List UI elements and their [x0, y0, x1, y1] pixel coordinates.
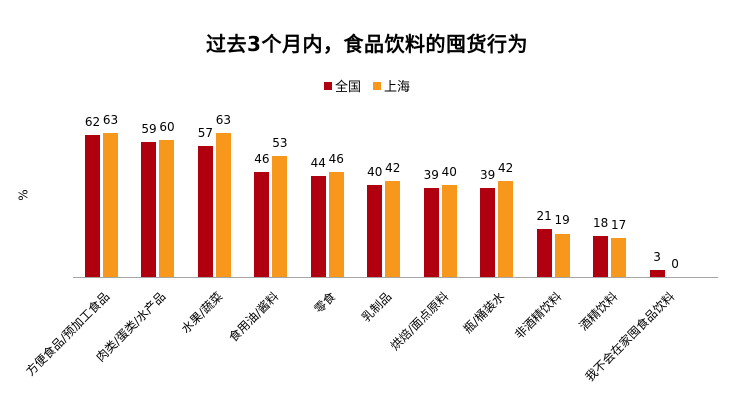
data-label: 42: [385, 160, 401, 175]
legend-item-national: 全国: [323, 76, 361, 95]
bar-shanghai: [103, 132, 118, 277]
x-tick-label: 酒精饮料: [576, 289, 621, 334]
data-label: 39: [480, 167, 496, 182]
bar-national: [536, 228, 552, 277]
data-label: 21: [536, 208, 552, 223]
chart-title: 过去3个月内，食品饮料的囤货行为: [206, 32, 528, 56]
x-axis-categories: 方便食品/预加工食品 肉类/蛋类/水产品 水果/蔬菜 食用油/酱料 零食 乳制品 烘焙/面点…: [23, 288, 718, 408]
x-tick-label: 乳制品: [359, 289, 395, 325]
data-label: 39: [423, 167, 439, 182]
data-label: 18: [592, 215, 609, 230]
bar-shanghai: [215, 132, 231, 277]
legend-label-national: 全国: [334, 80, 361, 95]
data-label: 63: [102, 112, 119, 127]
x-tick-label: 零食: [311, 289, 339, 317]
bar-national: [367, 185, 383, 277]
x-tick-label: 非酒精饮料: [511, 289, 564, 342]
data-label: 63: [215, 112, 232, 127]
bar-national: [85, 135, 100, 277]
y-axis-label: %: [16, 189, 31, 201]
x-tick-label: 水果/蔬菜: [178, 289, 226, 337]
data-label: 0: [671, 257, 679, 271]
data-label: 60: [159, 119, 175, 134]
x-axis-line: [73, 277, 718, 278]
legend-item-shanghai: 上海: [373, 76, 410, 95]
data-label: 44: [310, 156, 326, 171]
bar-national: [649, 270, 665, 277]
legend-swatch-national: [323, 81, 332, 90]
bar-national: [593, 235, 609, 277]
bar-national: [423, 187, 439, 277]
plot-area: 62 63 59 60 57 63 46 53 44 46 40 42 39 40 39 42 21 19 18 17…: [73, 100, 718, 277]
bar-national: [310, 176, 326, 277]
data-label: 62: [84, 115, 101, 130]
data-label: 46: [254, 151, 270, 166]
x-tick-label: 方便食品/预加工食品: [23, 289, 113, 379]
data-label: 42: [498, 160, 514, 175]
data-label: 17: [610, 218, 627, 233]
x-tick-label: 食用油/酱料: [226, 289, 282, 345]
bar-shanghai: [441, 185, 457, 277]
x-tick-label: 瓶/桶装水: [460, 289, 508, 337]
bar-national: [480, 187, 496, 277]
data-label: 46: [328, 151, 344, 166]
legend-swatch-shanghai: [373, 81, 381, 90]
data-label: 59: [141, 121, 157, 136]
data-label: 57: [197, 126, 214, 141]
bar-shanghai: [385, 180, 401, 277]
x-tick-label: 烘焙/面点原料: [387, 289, 452, 354]
legend-label-shanghai: 上海: [384, 80, 411, 95]
data-label: 53: [272, 135, 288, 150]
bar-shanghai: [611, 238, 627, 277]
data-label: 3: [653, 250, 661, 265]
bar-shanghai: [328, 171, 344, 277]
bar-national: [254, 171, 270, 277]
bar-shanghai: [272, 155, 288, 277]
bar-shanghai: [159, 139, 175, 277]
bar-national: [197, 146, 213, 277]
data-label: 40: [441, 165, 457, 180]
data-label: 40: [367, 165, 383, 180]
bar-shanghai: [554, 233, 570, 277]
data-label: 19: [554, 213, 570, 228]
bar-shanghai: [498, 180, 514, 277]
bar-national: [141, 141, 157, 277]
chart-legend: 全国 上海: [0, 76, 734, 95]
